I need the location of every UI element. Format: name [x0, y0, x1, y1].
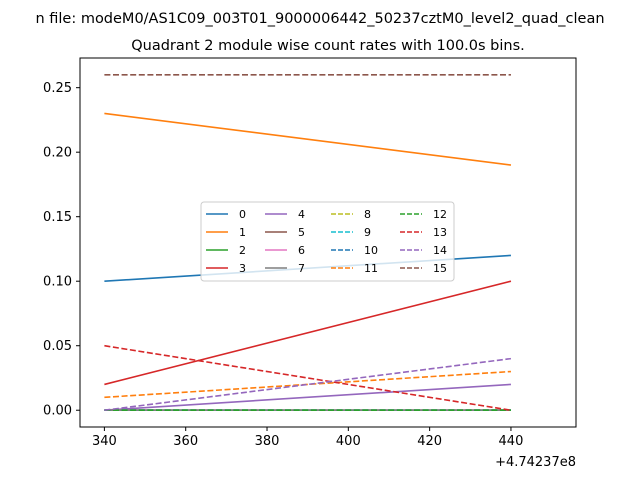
- y-tick-label: 0.25: [43, 81, 72, 96]
- x-tick-label: 360: [173, 434, 198, 449]
- chart-title: Quadrant 2 module wise count rates with …: [131, 38, 525, 54]
- legend-label-1: 1: [239, 226, 246, 239]
- x-tick-label: 440: [499, 434, 524, 449]
- x-tick-label: 420: [417, 434, 442, 449]
- legend-label-5: 5: [298, 226, 305, 239]
- legend-label-0: 0: [239, 208, 246, 221]
- legend-label-11: 11: [364, 262, 378, 275]
- legend-label-7: 7: [298, 262, 305, 275]
- y-tick-label: 0.10: [43, 275, 72, 290]
- legend-label-3: 3: [239, 262, 246, 275]
- plot-area: 340 360 380 400 420 4400.000.050.100.150.200.…: [43, 57, 577, 449]
- series-line-11: [104, 370, 512, 399]
- y-tick-label: 0.05: [43, 339, 72, 354]
- legend-label-4: 4: [298, 208, 305, 221]
- legend-label-9: 9: [364, 226, 371, 239]
- y-tick-label: 0.20: [43, 146, 72, 161]
- series-line-3: [104, 280, 512, 386]
- legend-label-8: 8: [364, 208, 371, 221]
- y-tick-label: 0.15: [43, 210, 72, 225]
- figure-suptitle: n file: modeM0/AS1C09_003T01_9000006442_…: [35, 11, 604, 27]
- legend-label-14: 14: [433, 244, 447, 257]
- x-axis-offset-label: +4.74237e8: [495, 455, 576, 470]
- y-tick-label: 0.00: [43, 404, 72, 419]
- legend-label-15: 15: [433, 262, 447, 275]
- axes-frame: [79, 57, 577, 428]
- x-tick-label: 340: [92, 434, 117, 449]
- legend-label-10: 10: [364, 244, 378, 257]
- x-tick-label: 380: [255, 434, 280, 449]
- series-line-4: [104, 383, 512, 412]
- legend-label-13: 13: [433, 226, 447, 239]
- series-line-1: [104, 112, 512, 166]
- x-tick-label: 400: [336, 434, 361, 449]
- legend-label-12: 12: [433, 208, 447, 221]
- legend-label-2: 2: [239, 244, 246, 257]
- legend-label-6: 6: [298, 244, 305, 257]
- legend-box: [200, 201, 455, 282]
